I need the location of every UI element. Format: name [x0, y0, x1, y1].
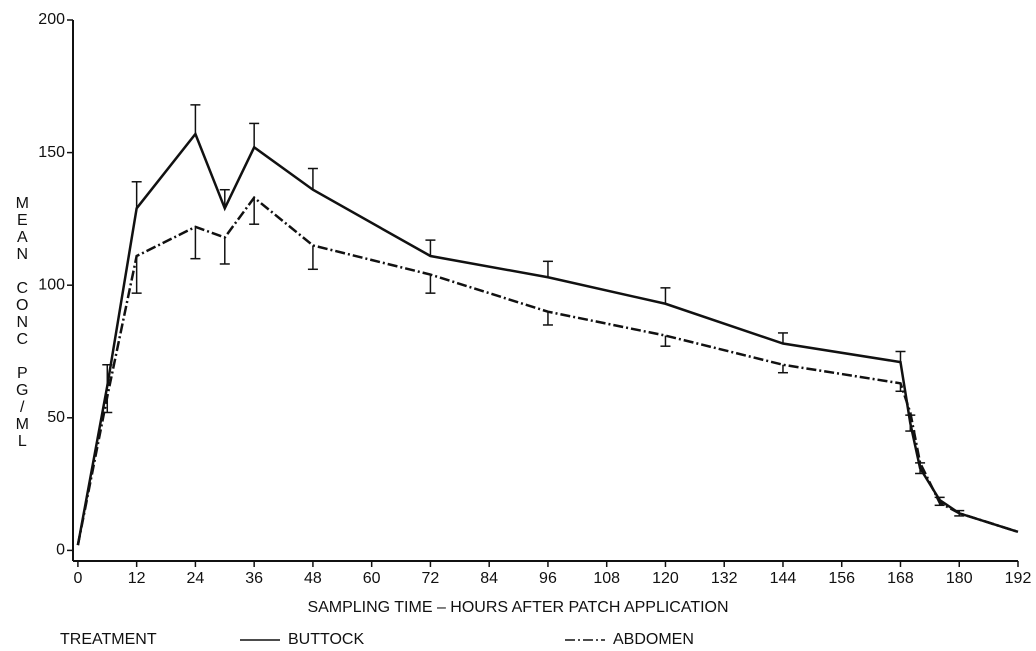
error-bar	[934, 496, 945, 501]
x-tick-label: 108	[593, 570, 620, 587]
error-bar	[660, 335, 671, 347]
x-tick-label: 12	[128, 570, 146, 587]
error-bar	[425, 239, 436, 257]
error-bar	[307, 245, 318, 271]
series-line	[76, 131, 1019, 546]
error-bar	[102, 396, 113, 414]
x-tick-label: 48	[304, 570, 322, 587]
error-bar	[915, 462, 926, 475]
series-line	[76, 195, 1019, 546]
x-tick-label: 192	[1005, 570, 1032, 587]
error-bar	[307, 167, 318, 190]
x-tick-label: 36	[245, 570, 263, 587]
error-bar	[131, 256, 142, 294]
error-bar	[777, 332, 788, 344]
error-bar	[190, 104, 201, 135]
x-axis-label: SAMPLING TIME – HOURS AFTER PATCH APPLIC…	[307, 599, 728, 616]
error-bar	[905, 412, 916, 432]
error-bar	[934, 502, 945, 507]
error-bar	[954, 513, 965, 517]
x-tick-label: 120	[652, 570, 679, 587]
x-tick-label: 0	[73, 570, 82, 587]
error-bar	[219, 188, 230, 209]
x-tick-label: 60	[363, 570, 381, 587]
error-bar	[660, 287, 671, 304]
error-bar	[102, 364, 113, 386]
x-tick-label: 168	[887, 570, 914, 587]
error-bar	[131, 181, 142, 209]
x-tick-label: 24	[187, 570, 205, 587]
error-bar	[190, 226, 201, 260]
x-tick-label: 84	[480, 570, 498, 587]
legend-title: TREATMENT	[60, 631, 157, 648]
error-bar	[895, 383, 906, 393]
legend-label: BUTTOCK	[288, 631, 364, 648]
x-tick-label: 96	[539, 570, 557, 587]
y-tick-label: 200	[38, 11, 65, 28]
legend-label: ABDOMEN	[613, 631, 694, 648]
x-tick-label: 132	[711, 570, 738, 587]
y-tick-label: 0	[56, 542, 65, 559]
error-bar	[219, 237, 230, 265]
x-tick-label: 72	[422, 570, 440, 587]
error-bar	[249, 122, 260, 148]
error-bar	[542, 311, 553, 326]
x-tick-label: 180	[946, 570, 973, 587]
error-bar	[777, 364, 788, 374]
y-axis-label: MEAN CONC PG/ML	[14, 195, 31, 450]
error-bar	[425, 274, 436, 294]
error-bar	[249, 197, 260, 225]
y-tick-label: 150	[38, 144, 65, 161]
error-bar	[895, 350, 906, 363]
error-bar	[542, 260, 553, 278]
x-tick-label: 156	[828, 570, 855, 587]
y-tick-label: 50	[47, 409, 65, 426]
y-tick-label: 100	[38, 276, 65, 293]
x-tick-label: 144	[770, 570, 797, 587]
